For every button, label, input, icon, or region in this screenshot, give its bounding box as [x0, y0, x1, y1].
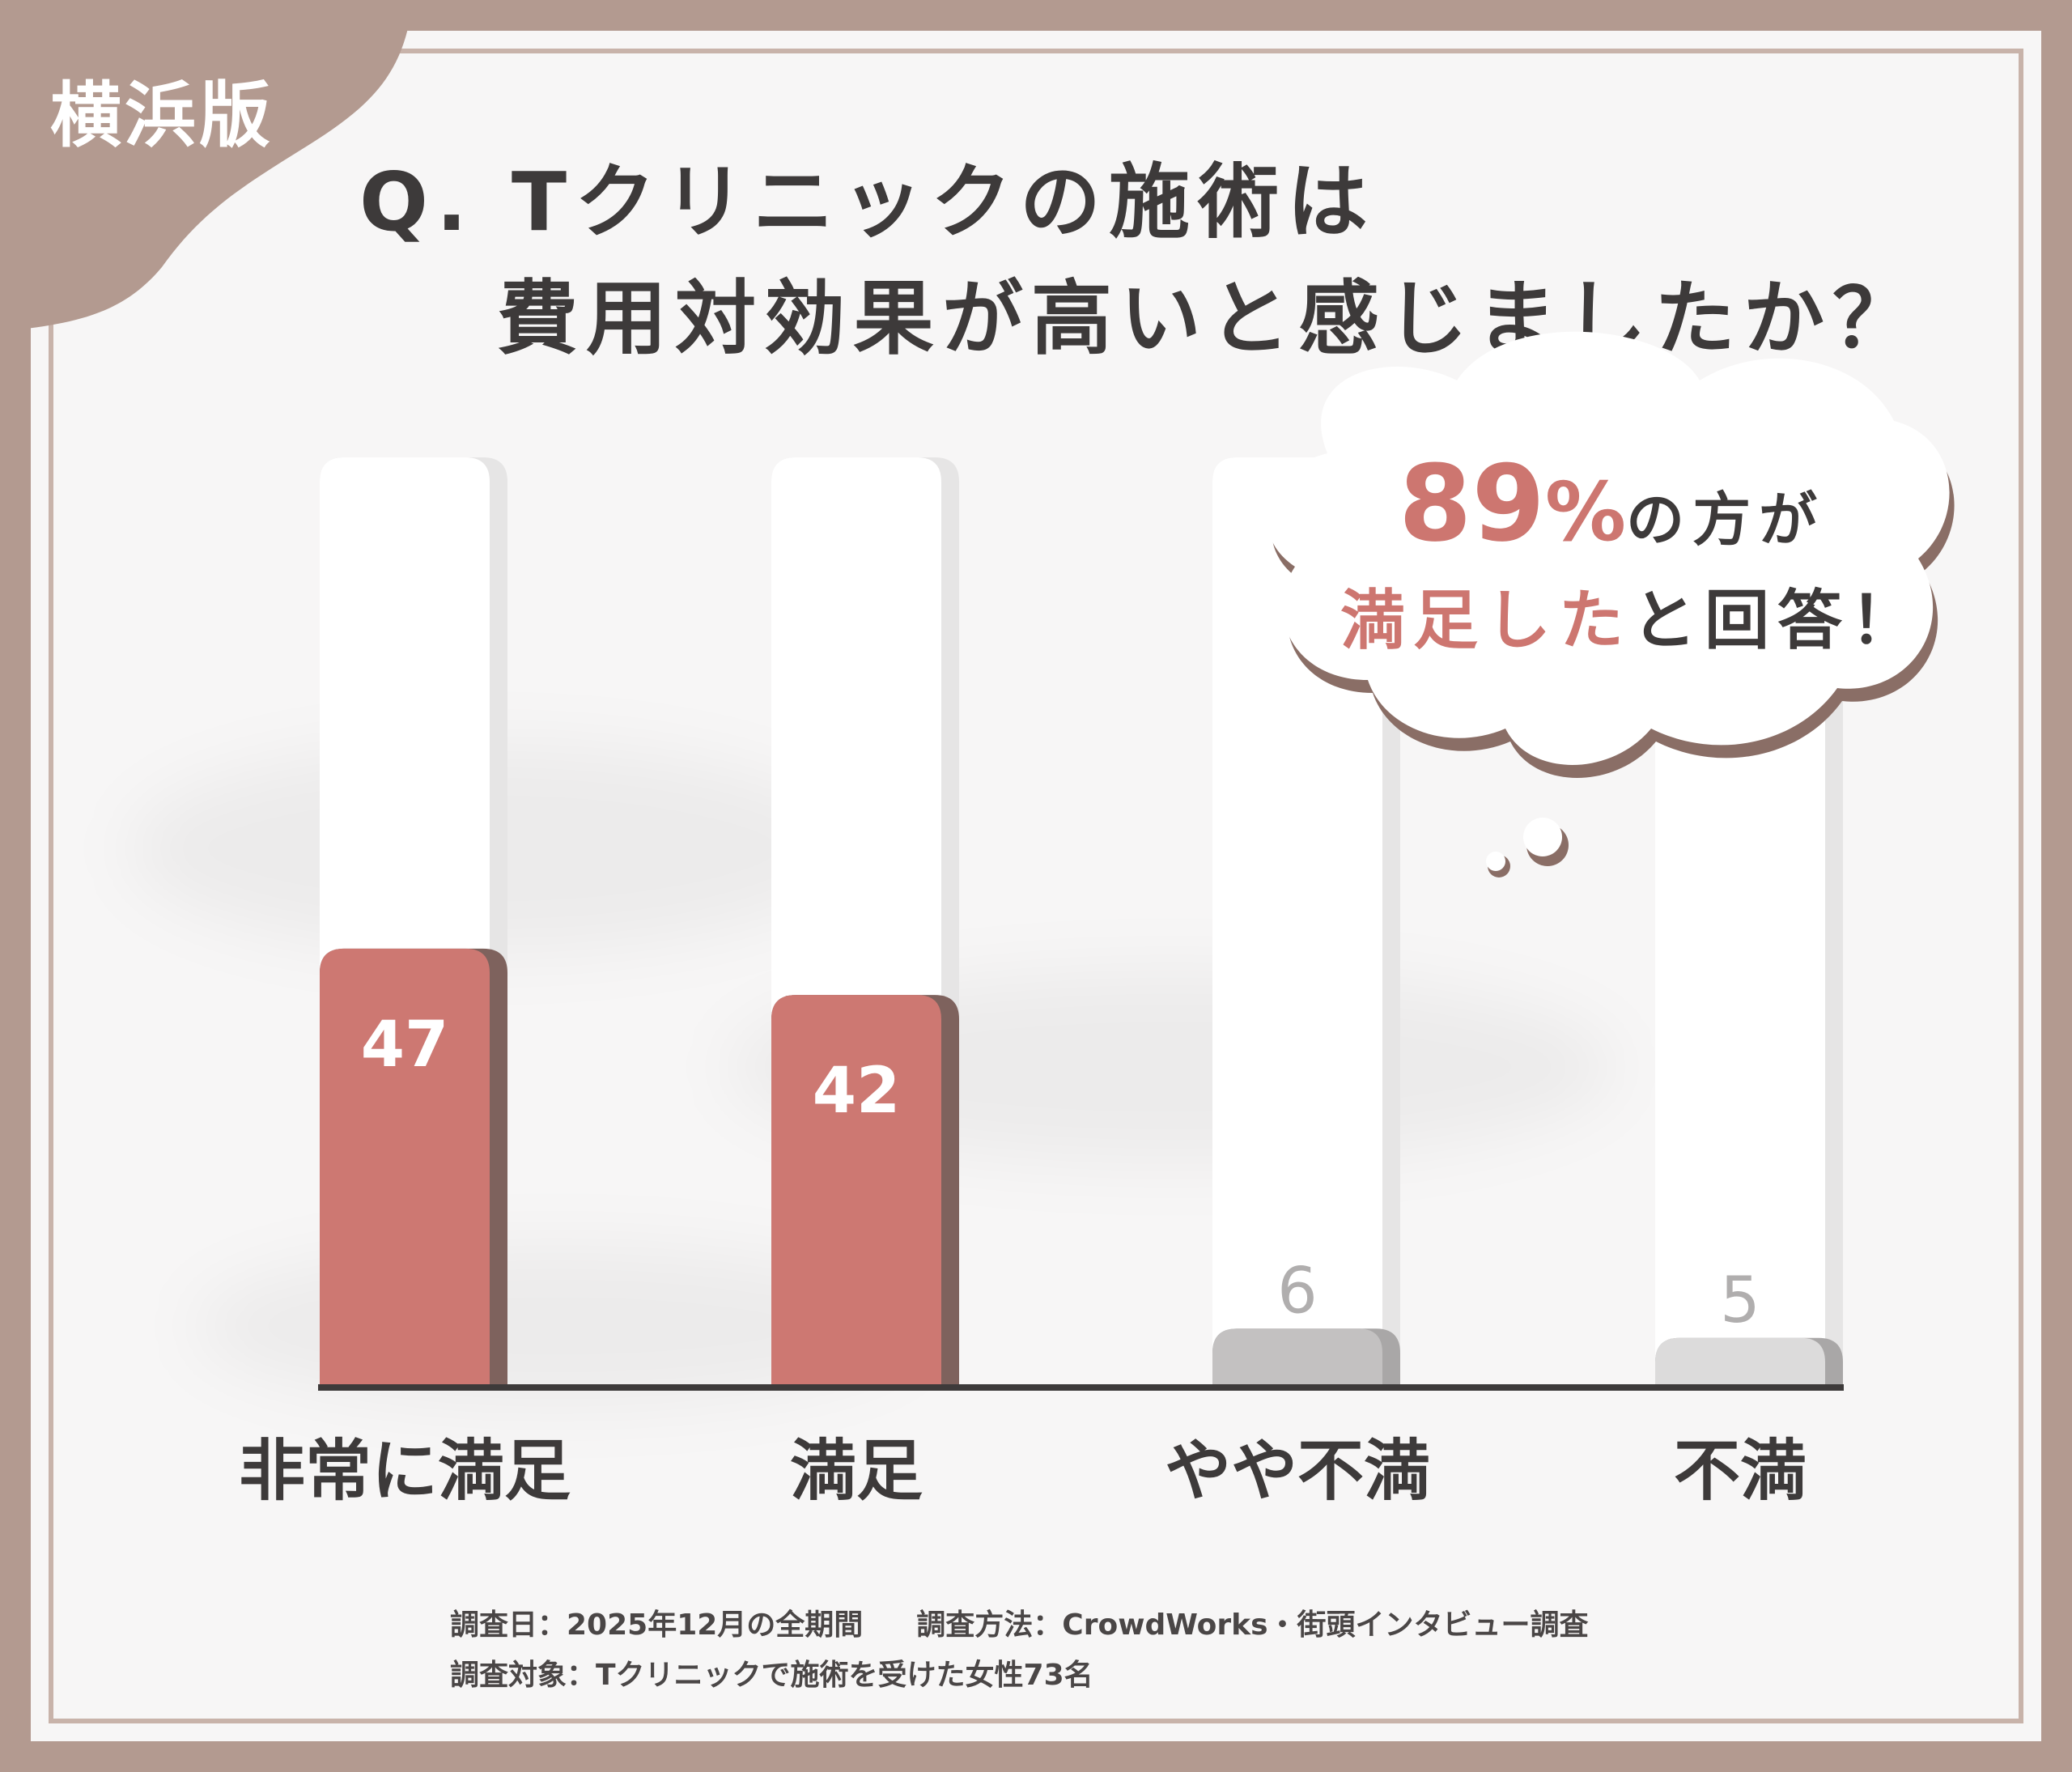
question-line-1: Q. Tクリニックの施術は	[359, 155, 1377, 249]
region-badge: 横浜版	[50, 74, 274, 157]
bar	[1655, 1337, 1825, 1384]
category-label: 満足	[789, 1433, 923, 1510]
bar-value-label: 5	[1720, 1264, 1760, 1337]
callout-percent-sign: %	[1544, 465, 1627, 559]
category-label: 不満	[1673, 1433, 1807, 1510]
bar	[771, 995, 941, 1384]
category-label: やや不満	[1164, 1433, 1431, 1510]
bar-value-label: 47	[361, 1009, 449, 1081]
callout-percent: 89	[1399, 442, 1545, 565]
survey-target: 調査対象：Tクリニックで施術を受けた女性73名	[450, 1659, 1093, 1692]
bar	[320, 948, 490, 1384]
survey-date: 調査日：2025年12月の全期間	[450, 1608, 864, 1642]
callout-line-1: 89%の方が	[1399, 442, 1825, 565]
bar-track	[1212, 457, 1382, 1384]
bar-value-label: 42	[813, 1055, 901, 1128]
corner-badge-shape	[0, 0, 413, 332]
callout-line-2-suffix: と回答！	[1632, 583, 1923, 658]
bar-value-label: 6	[1277, 1255, 1318, 1328]
survey-method: 調査方法：CrowdWorks・街頭インタビュー調査	[916, 1608, 1589, 1642]
x-axis-baseline	[318, 1384, 1844, 1391]
bar	[1212, 1328, 1382, 1384]
survey-notes-line-1: 調査日：2025年12月の全期間 調査方法：CrowdWorks・街頭インタビュー…	[450, 1601, 1589, 1643]
category-label: 非常に満足	[238, 1433, 571, 1510]
callout-highlight: 満足した	[1340, 583, 1632, 658]
callout-line-2: 満足したと回答！	[1340, 568, 1923, 662]
question-line-2: 費用対効果が高いと感じましたか？	[497, 271, 1921, 366]
callout-line-1-suffix: の方が	[1626, 486, 1826, 554]
